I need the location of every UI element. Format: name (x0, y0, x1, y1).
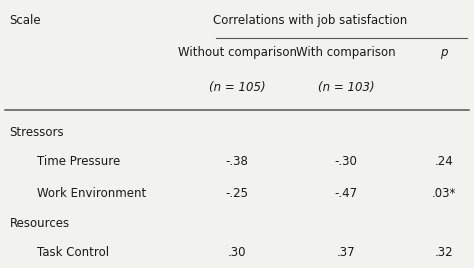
Text: Scale: Scale (9, 14, 41, 28)
Text: Stressors: Stressors (9, 126, 64, 139)
Text: .37: .37 (337, 245, 356, 259)
Text: .32: .32 (434, 245, 453, 259)
Text: Task Control: Task Control (37, 245, 109, 259)
Text: (n = 105): (n = 105) (209, 81, 265, 95)
Text: -.47: -.47 (335, 187, 358, 200)
Text: -.38: -.38 (226, 155, 248, 168)
Text: (n = 103): (n = 103) (318, 81, 374, 95)
Text: .03*: .03* (431, 187, 456, 200)
Text: -.30: -.30 (335, 155, 357, 168)
Text: .30: .30 (228, 245, 246, 259)
Text: Work Environment: Work Environment (37, 187, 146, 200)
Text: Correlations with job satisfaction: Correlations with job satisfaction (213, 14, 407, 28)
Text: p: p (440, 46, 447, 59)
Text: Time Pressure: Time Pressure (37, 155, 120, 168)
Text: With comparison: With comparison (296, 46, 396, 59)
Text: Without comparison: Without comparison (177, 46, 297, 59)
Text: -.25: -.25 (226, 187, 248, 200)
Text: .24: .24 (434, 155, 453, 168)
Text: Resources: Resources (9, 217, 70, 230)
